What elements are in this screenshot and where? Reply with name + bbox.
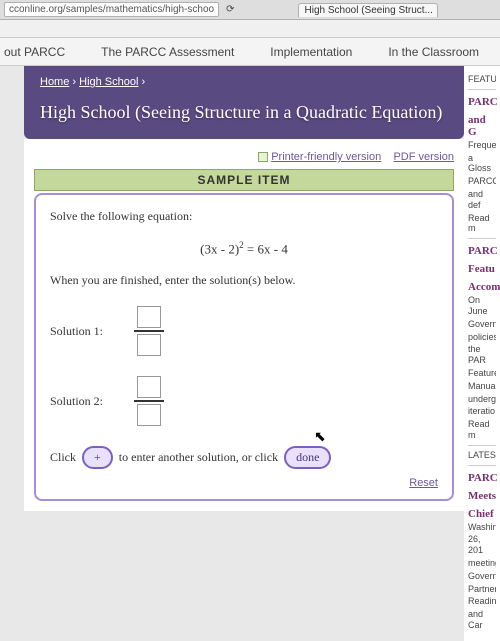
reload-icon[interactable]: ⟳ [226, 4, 234, 15]
nav-item[interactable]: In the Classroom [388, 45, 479, 59]
page-header: Home › High School › High School (Seeing… [24, 66, 464, 139]
hint-row: Click + to enter another solution, or cl… [50, 446, 438, 469]
solution-1-row: Solution 1: [50, 306, 438, 356]
sample-item-bar: SAMPLE ITEM [34, 169, 454, 191]
breadcrumb: Home › High School › [40, 76, 448, 88]
main-nav: out PARCC The PARCC Assessment Implement… [0, 38, 500, 66]
instructions: When you are finished, enter the solutio… [50, 273, 438, 288]
browser-chrome: cconline.org/samples/mathematics/high-sc… [0, 0, 500, 20]
close-icon[interactable]: × [437, 5, 438, 16]
address-bar[interactable]: cconline.org/samples/mathematics/high-sc… [4, 2, 219, 17]
equation: (3x - 2)2 = 6x - 4 [50, 240, 438, 257]
page-title: High School (Seeing Structure in a Quadr… [40, 102, 448, 123]
done-button[interactable]: done [284, 446, 331, 469]
browser-tab[interactable]: High School (Seeing Struct... × [298, 3, 438, 17]
nav-item[interactable]: The PARCC Assessment [101, 45, 234, 59]
tab-title: High School (Seeing Struct... [305, 5, 433, 16]
item-prompt: Solve the following equation: [50, 209, 438, 224]
solution-1-fraction [134, 306, 164, 356]
solution-2-row: Solution 2: [50, 376, 438, 426]
solution-2-fraction [134, 376, 164, 426]
printer-icon [258, 152, 268, 162]
solution-1-denominator[interactable] [137, 334, 161, 356]
add-solution-button[interactable]: + [82, 446, 113, 469]
sidebar: FEATUR PARC and G Freque a Gloss PARCC a… [464, 66, 500, 641]
printer-friendly-link[interactable]: Printer-friendly version [271, 151, 381, 163]
solution-2-denominator[interactable] [137, 404, 161, 426]
fraction-bar [134, 330, 164, 332]
sample-item-box: Solve the following equation: (3x - 2)2 … [34, 193, 454, 501]
nav-item[interactable]: out PARCC [4, 45, 65, 59]
breadcrumb-section[interactable]: High School [79, 76, 138, 88]
nav-item[interactable]: Implementation [270, 45, 352, 59]
pdf-link[interactable]: PDF version [393, 151, 454, 163]
breadcrumb-home[interactable]: Home [40, 76, 69, 88]
solution-1-label: Solution 1: [50, 324, 124, 339]
solution-2-numerator[interactable] [137, 376, 161, 398]
solution-2-label: Solution 2: [50, 394, 124, 409]
utility-links: Printer-friendly version PDF version [34, 145, 454, 169]
fraction-bar [134, 400, 164, 402]
solution-1-numerator[interactable] [137, 306, 161, 328]
reset-link[interactable]: Reset [50, 477, 438, 489]
